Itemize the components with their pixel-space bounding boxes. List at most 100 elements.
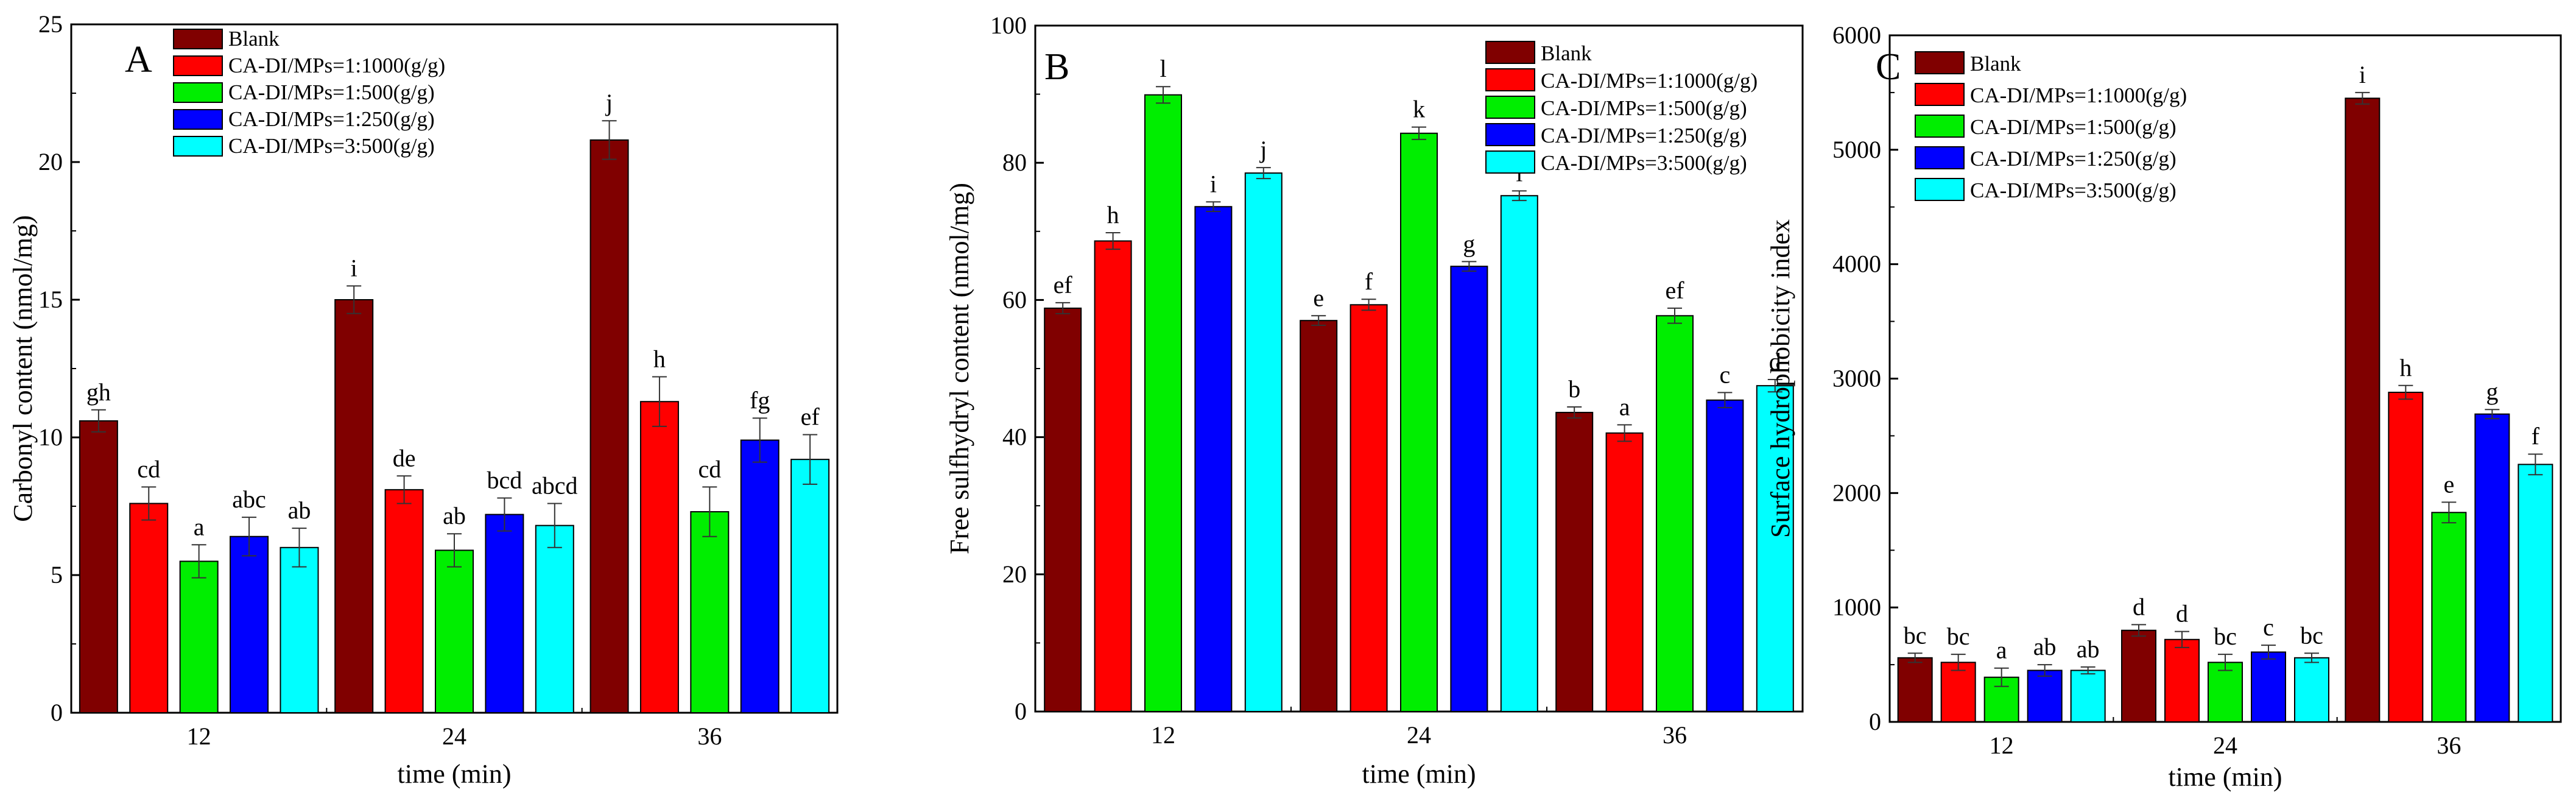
- p0-bar-s3-c1: [485, 514, 524, 713]
- p0-legend-swatch-1: [173, 55, 223, 76]
- p0-y-axis-title: Carbonyl content (nmol/mg): [8, 215, 38, 521]
- p2-significance-label: d: [2133, 593, 2145, 620]
- p1-y-tick-label: 80: [1002, 149, 1027, 176]
- p2-y-tick-label: 0: [1869, 708, 1881, 735]
- p1-significance-label: g: [1463, 230, 1475, 257]
- p0-significance-label: j: [605, 89, 613, 116]
- p1-significance-label: b: [1568, 375, 1580, 403]
- p0-bar-s1-c2: [639, 401, 679, 713]
- p2-legend-swatch-1: [1915, 83, 1965, 106]
- p1-significance-label: k: [1413, 96, 1425, 123]
- p1-bar-s3-c1: [1450, 266, 1488, 712]
- p2-legend-label-1: CA-DI/MPs=1:1000(g/g): [1970, 83, 2187, 107]
- p1-y-axis-title: Free sulfhydryl content (nmol/mg): [945, 183, 974, 554]
- p1-legend-swatch-0: [1485, 41, 1535, 64]
- p1-significance-label: c: [1720, 361, 1731, 388]
- p2-significance-label: d: [2176, 600, 2188, 627]
- p2-legend-swatch-4: [1915, 178, 1965, 201]
- p0-legend-swatch-4: [173, 136, 223, 157]
- p0-bar-s2-c2: [690, 511, 730, 713]
- p2-legend-swatch-2: [1915, 115, 1965, 138]
- p2-legend-label-3: CA-DI/MPs=1:250(g/g): [1970, 147, 2177, 171]
- p0-legend-label-0: Blank: [228, 27, 280, 51]
- p0-significance-label: ef: [801, 403, 820, 430]
- p0-bar-s0-c0: [79, 420, 118, 713]
- p1-bar-s3-c2: [1706, 399, 1744, 713]
- p1-bar-s2-c2: [1656, 315, 1694, 712]
- p2-y-tick-label: 5000: [1832, 136, 1881, 163]
- p1-bar-s2-c1: [1400, 132, 1438, 713]
- p1-bar-s1-c0: [1094, 240, 1132, 712]
- p0-bar-s0-c1: [334, 299, 374, 713]
- p1-significance-label: l: [1160, 55, 1166, 82]
- p0-legend-label-4: CA-DI/MPs=3:500(g/g): [228, 134, 435, 158]
- p2-significance-label: f: [2532, 422, 2540, 450]
- p2-bar-s2-c2: [2431, 512, 2467, 722]
- p0-y-tick-label: 5: [51, 561, 63, 588]
- p0-y-tick-label: 0: [51, 699, 63, 726]
- p2-x-tick-label: 24: [2213, 732, 2237, 759]
- p1-significance-label: ef: [1665, 277, 1684, 304]
- p2-x-axis-title: time (min): [2169, 762, 2282, 792]
- p0-significance-label: ab: [288, 496, 311, 524]
- panel-b-free-sulfhydryl-content: 0 20 40 60 80 100 12 24 36 time (min) Free sulfhyd…: [945, 12, 1804, 789]
- p1-significance-label: d: [1769, 348, 1781, 375]
- p0-significance-label: de: [393, 444, 416, 472]
- p2-significance-label: g: [2486, 378, 2498, 405]
- p0-bar-s2-c0: [179, 560, 219, 714]
- p0-significance-label: h: [653, 345, 666, 373]
- p1-bar-s3-c0: [1194, 206, 1233, 713]
- p2-significance-label: ab: [2033, 633, 2057, 660]
- p1-bar-s1-c2: [1605, 432, 1644, 712]
- p2-y-tick-label: 1000: [1832, 593, 1881, 621]
- p0-x-axis-title: time (min): [398, 759, 512, 789]
- p0-significance-label: abc: [232, 486, 266, 513]
- p1-x-tick-label: 24: [1407, 721, 1431, 749]
- p0-y-tick-label: 20: [38, 148, 63, 175]
- p1-y-tick-label: 100: [990, 12, 1027, 39]
- p2-y-axis-title: Surface hydrophobicity index: [1765, 219, 1795, 538]
- p0-legend-label-2: CA-DI/MPs=1:500(g/g): [228, 80, 435, 104]
- p0-legend-swatch-3: [173, 109, 223, 130]
- p0-x-tick-label: 36: [697, 722, 722, 750]
- p0-legend-swatch-0: [173, 29, 223, 49]
- p2-significance-label: e: [2443, 470, 2454, 498]
- p1-legend-swatch-1: [1485, 68, 1535, 91]
- p0-significance-label: abcd: [532, 472, 578, 499]
- p0-significance-label: cd: [137, 455, 160, 482]
- p1-significance-label: i: [1210, 170, 1217, 197]
- p0-legend-swatch-2: [173, 82, 223, 103]
- p2-bar-s4-c0: [2070, 669, 2106, 722]
- p2-bar-s0-c1: [2121, 629, 2156, 722]
- panel-a-carbonyl-content: 0 5 10 15 20 25 12 24 36 time (min) Carbonyl conte…: [8, 10, 839, 789]
- p0-bar-s4-c1: [535, 525, 574, 713]
- panel-c-surface-hydrophobicity: 0 1000 2000 3000 4000 5000 6000 12 24 36 time (min…: [1765, 21, 2562, 792]
- p2-y-tick-label: 2000: [1832, 479, 1881, 506]
- p1-bar-s4-c1: [1500, 195, 1538, 712]
- p1-y-tick-label: 20: [1002, 560, 1027, 588]
- p2-y-tick-label: 4000: [1832, 250, 1881, 278]
- p2-bar-s3-c0: [2027, 669, 2063, 722]
- p1-legend-swatch-2: [1485, 96, 1535, 119]
- p2-significance-label: a: [1996, 637, 2007, 664]
- p1-bar-s0-c0: [1044, 307, 1082, 712]
- p0-x-tick-label: 12: [187, 722, 211, 750]
- p0-significance-label: cd: [698, 455, 721, 482]
- p1-significance-label: h: [1107, 201, 1119, 228]
- p0-panel-letter: A: [125, 39, 152, 80]
- p2-bar-s1-c2: [2388, 392, 2424, 722]
- p2-significance-label: h: [2399, 354, 2412, 381]
- p1-significance-label: a: [1619, 393, 1630, 420]
- p1-y-tick-label: 60: [1002, 286, 1027, 313]
- p2-bar-s3-c1: [2251, 651, 2286, 722]
- p1-bar-s0-c2: [1555, 412, 1594, 713]
- p0-bar-s4-c0: [280, 546, 319, 713]
- p1-significance-label: ef: [1054, 271, 1073, 299]
- p2-legend-label-2: CA-DI/MPs=1:500(g/g): [1970, 115, 2177, 139]
- p1-y-tick-label: 0: [1015, 698, 1027, 725]
- p1-significance-label: j: [1259, 136, 1267, 163]
- p0-y-tick-label: 15: [38, 286, 63, 313]
- p1-legend-label-1: CA-DI/MPs=1:1000(g/g): [1541, 69, 1758, 93]
- p2-panel-letter: C: [1876, 46, 1901, 88]
